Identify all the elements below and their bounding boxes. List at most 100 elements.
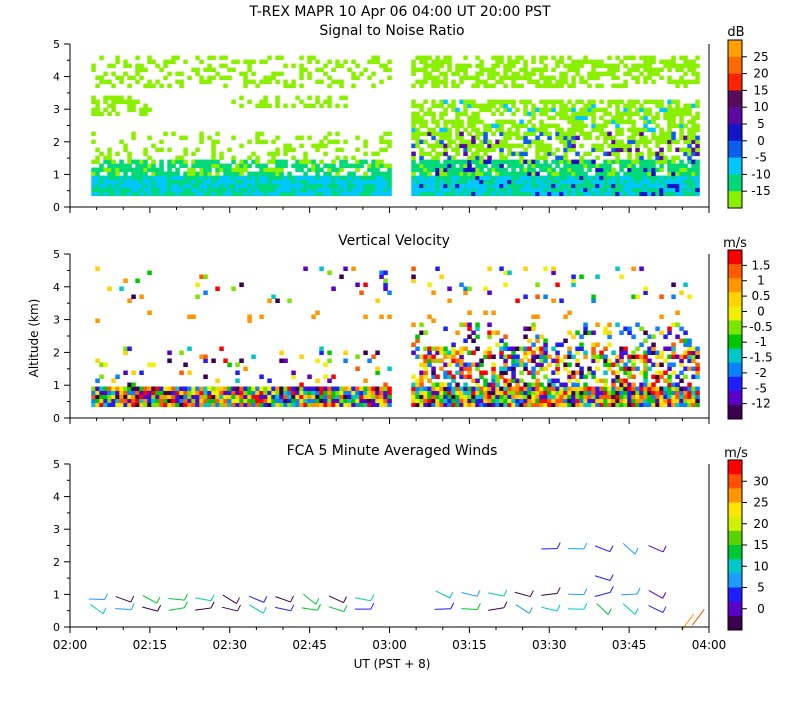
heat-cell (663, 132, 668, 137)
heat-cell (495, 64, 500, 68)
colorbar-swatch (728, 57, 742, 74)
heat-cell (535, 347, 540, 352)
heat-cell (643, 144, 648, 149)
heat-cell (339, 84, 344, 89)
heat-cell (563, 132, 568, 137)
heat-cell (323, 164, 328, 169)
heat-cell (487, 176, 492, 181)
heat-cell (167, 192, 172, 197)
heat-cell (415, 128, 420, 133)
heat-cell (491, 403, 496, 408)
heat-cell (631, 140, 636, 145)
heat-cell (535, 192, 540, 197)
heat-cell (411, 172, 416, 177)
heat-cell (503, 68, 508, 73)
heat-cell (323, 395, 328, 400)
heat-cell (447, 192, 452, 197)
heat-cell (491, 192, 496, 197)
heat-cell (223, 188, 228, 193)
heat-cell (483, 68, 488, 73)
heat-cell (215, 391, 220, 396)
heat-cell (567, 395, 572, 400)
heat-cell (423, 60, 428, 64)
heat-cell (579, 192, 584, 197)
heat-cell (271, 156, 276, 161)
heat-cell (503, 399, 508, 404)
heat-cell (539, 120, 544, 125)
heat-cell (303, 152, 308, 157)
heat-cell (619, 391, 624, 396)
heat-cell (383, 271, 388, 276)
heat-cell (535, 160, 540, 165)
heat-cell (291, 180, 296, 185)
heat-cell (455, 176, 460, 181)
heat-cell (271, 403, 276, 408)
heat-cell (363, 176, 368, 181)
heat-cell (419, 331, 424, 336)
heat-cell (255, 164, 259, 169)
heat-cell (527, 371, 532, 376)
heat-cell (135, 387, 140, 392)
heat-cell (631, 136, 636, 141)
heat-cell (307, 399, 312, 404)
heat-cell (263, 176, 268, 181)
wind-barb (195, 598, 211, 601)
heat-cell (191, 403, 196, 408)
heat-cell (291, 156, 296, 161)
wind-barb-flag (263, 607, 266, 613)
heat-cell (299, 56, 304, 61)
heat-cell (431, 395, 436, 400)
heat-cell (583, 383, 588, 388)
heat-cell (527, 339, 532, 344)
heat-cell (423, 140, 428, 145)
heat-cell (107, 391, 112, 396)
heat-cell (363, 387, 368, 392)
heat-cell (111, 176, 116, 181)
heat-cell (619, 367, 624, 372)
heat-cell (683, 351, 688, 356)
heat-cell (271, 140, 276, 145)
heat-cell (667, 68, 672, 73)
heat-cell (551, 168, 556, 173)
heat-cell (355, 184, 360, 189)
heat-cell (611, 100, 616, 105)
heat-cell (419, 140, 424, 145)
heat-cell (639, 391, 644, 396)
heat-cell (199, 60, 204, 64)
heat-cell (231, 391, 236, 396)
heat-cell (247, 184, 252, 189)
heat-cell (551, 180, 556, 185)
heat-cell (471, 112, 476, 117)
heat-cell (487, 331, 492, 336)
y-tick-label: 1 (53, 168, 60, 181)
heat-cell (555, 351, 560, 356)
heat-cell (535, 355, 540, 360)
heat-cell (371, 395, 376, 400)
heat-cell (195, 56, 200, 61)
heat-cell (315, 359, 320, 364)
heat-cell (543, 160, 548, 165)
heat-cell (459, 80, 464, 85)
heat-cell (347, 403, 352, 408)
heat-cell (571, 184, 576, 189)
heat-cell (467, 180, 472, 185)
heat-cell (207, 172, 212, 177)
heat-cell (423, 160, 428, 165)
heat-cell (531, 112, 536, 117)
heat-cell (203, 355, 208, 360)
heat-cell (543, 395, 548, 400)
heat-cell (595, 156, 600, 161)
heat-cell (423, 375, 428, 380)
heat-cell (647, 164, 652, 169)
heat-cell (571, 180, 576, 185)
heat-cell (503, 343, 508, 348)
heat-cell (611, 152, 616, 157)
heat-cell (115, 164, 120, 169)
heat-cell (443, 72, 448, 77)
heat-cell (111, 387, 116, 392)
heat-cell (683, 64, 688, 68)
heat-cell (287, 84, 292, 89)
heat-cell (639, 104, 644, 109)
heat-cell (631, 172, 636, 177)
heat-cell (91, 188, 96, 193)
